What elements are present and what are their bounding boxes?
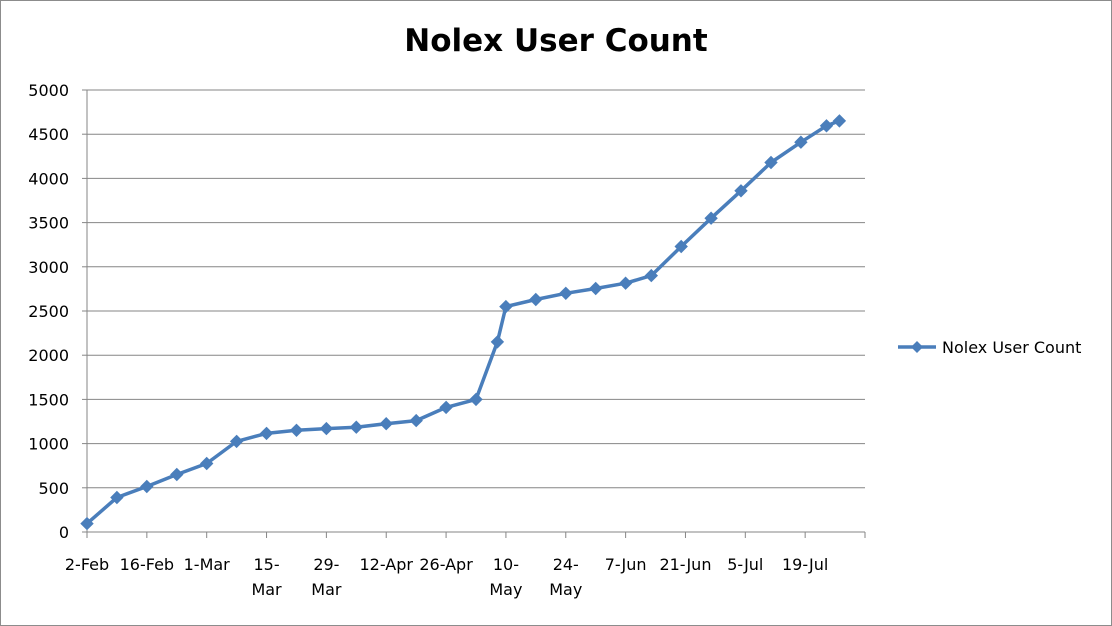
data-point-marker — [140, 479, 154, 494]
chart-title: Nolex User Count — [404, 23, 708, 59]
x-axis-tick-labels: 2-Feb 16-Feb 1-Mar 15-Mar 29-Mar 12-Apr 26-Apr… — [65, 555, 828, 599]
y-tick-label: 0 — [59, 523, 69, 542]
legend: Nolex User Count — [898, 338, 1081, 357]
x-tick-label: 16-Feb — [120, 555, 174, 574]
data-point-marker — [490, 335, 505, 349]
y-tick-label: 1000 — [28, 435, 69, 454]
data-point-marker — [409, 413, 423, 428]
data-point-marker — [199, 456, 214, 471]
y-tick-label: 4500 — [28, 125, 69, 144]
legend-marker — [911, 341, 923, 353]
y-tick-label: 2500 — [28, 302, 69, 321]
x-tick-label: 29-Mar — [311, 555, 342, 599]
y-tick-label: 3500 — [28, 214, 69, 233]
data-point-marker — [588, 281, 603, 296]
data-point-marker — [110, 490, 124, 505]
x-tick-label: 24-May — [549, 555, 582, 599]
data-point-marker — [379, 416, 393, 431]
axes — [82, 89, 866, 538]
data-point-marker — [764, 155, 778, 170]
data-point-marker — [349, 420, 364, 434]
data-point-marker — [439, 400, 453, 415]
data-point-marker — [819, 119, 834, 133]
data-point-marker — [529, 292, 543, 307]
x-tick-label: 1-Mar — [184, 555, 231, 574]
x-tick-label: 2-Feb — [65, 555, 109, 574]
y-tick-label: 2000 — [28, 346, 69, 365]
data-point-marker — [559, 286, 573, 301]
series — [80, 114, 847, 531]
data-point-marker — [704, 211, 718, 225]
y-tick-label: 500 — [38, 479, 69, 498]
x-tick-label: 21-Jun — [659, 555, 711, 574]
data-point-marker — [259, 426, 274, 441]
x-tick-label: 5-Jul — [727, 555, 763, 574]
y-tick-label: 4000 — [28, 169, 69, 188]
x-tick-label: 19-Jul — [782, 555, 828, 574]
legend-label: Nolex User Count — [942, 338, 1081, 357]
x-tick-label: 10-May — [489, 555, 522, 599]
data-point-marker — [794, 135, 808, 149]
legend-item: Nolex User Count — [898, 338, 1081, 357]
data-point-marker — [499, 299, 513, 314]
data-point-marker — [469, 392, 483, 407]
y-tick-label: 3000 — [28, 258, 69, 277]
x-tick-label: 15-Mar — [251, 555, 282, 599]
data-point-marker — [80, 516, 94, 531]
data-point-marker — [644, 268, 659, 283]
x-tick-label: 7-Jun — [605, 555, 647, 574]
data-point-marker — [319, 421, 334, 436]
data-point-marker — [170, 467, 184, 482]
series-line — [85, 119, 841, 525]
x-tick-label: 12-Apr — [359, 555, 413, 574]
y-axis-tick-labels: 0 500 1000 1500 2000 2500 3000 3500 4000 4500 5000 — [28, 81, 69, 542]
data-point-marker — [229, 434, 244, 449]
data-point-marker — [832, 114, 847, 128]
data-point-marker — [674, 239, 688, 254]
data-point-marker — [289, 423, 304, 438]
data-point-marker — [734, 184, 748, 198]
x-tick-label: 26-Apr — [419, 555, 473, 574]
y-tick-label: 1500 — [28, 390, 69, 409]
gridlines — [87, 89, 865, 489]
y-tick-label: 5000 — [28, 81, 69, 100]
data-point-marker — [618, 276, 633, 290]
